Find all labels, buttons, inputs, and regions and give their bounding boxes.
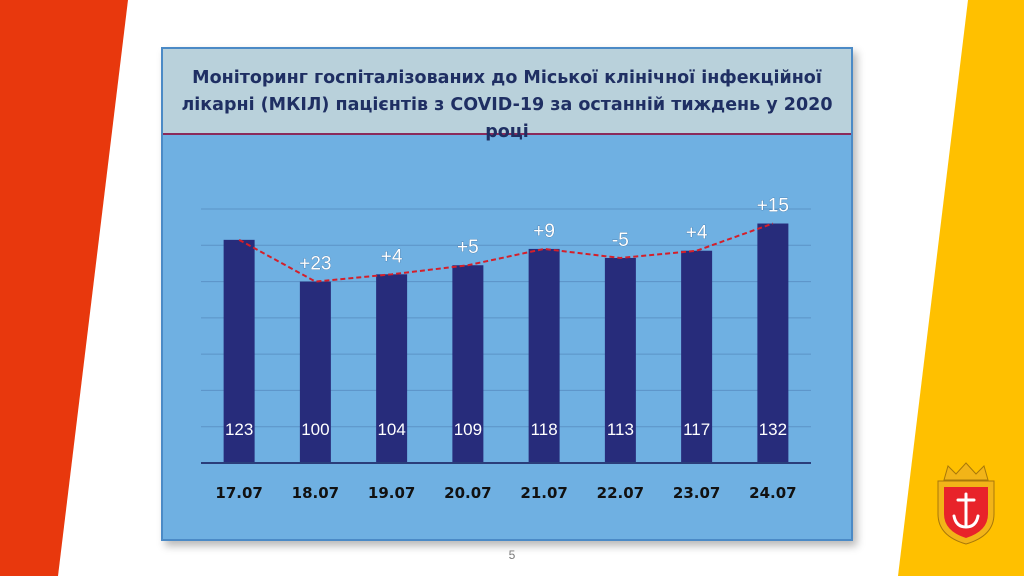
x-tick-label: 19.07 — [368, 484, 415, 502]
bar — [757, 223, 789, 463]
chart-title-line-1: Моніторинг госпіталізованих до Міської к… — [192, 68, 822, 88]
change-label: -5 — [612, 230, 629, 251]
bar — [528, 248, 560, 463]
x-tick-label: 23.07 — [673, 484, 720, 502]
chart-title: Моніторинг госпіталізованих до Міської к… — [163, 65, 851, 146]
data-label: 123 — [225, 420, 253, 439]
x-tick-label: 21.07 — [520, 484, 567, 502]
odesa-coat-of-arms-icon — [937, 462, 995, 545]
data-label: 109 — [454, 420, 482, 439]
bar — [376, 274, 408, 463]
bar-chart: 123 100 104 109 118 113 117 132 +23 +4 +5 +9 -5 +4 +15… — [201, 195, 811, 502]
left-red-stripe — [0, 0, 128, 576]
change-label: +9 — [533, 221, 555, 242]
anchor-icon — [952, 492, 980, 529]
bar — [223, 239, 255, 463]
data-label: 132 — [759, 420, 787, 439]
change-label: +5 — [457, 237, 479, 258]
emblem-crown — [943, 462, 989, 481]
bar — [299, 281, 331, 463]
page-number: 5 — [508, 548, 516, 562]
data-label: 117 — [683, 420, 710, 439]
title-band: Моніторинг госпіталізованих до Міської к… — [163, 49, 851, 142]
change-label: +4 — [381, 246, 403, 267]
change-label: +4 — [686, 223, 708, 244]
chart-panel: Моніторинг госпіталізованих до Міської к… — [161, 47, 853, 541]
x-tick-label: 18.07 — [292, 484, 339, 502]
chart-title-line-2: лікарні (МКІЛ) пацієнтів з COVID-19 за о… — [181, 95, 833, 142]
trend-line — [238, 222, 774, 283]
bar — [681, 250, 713, 463]
x-tick-label: 24.07 — [749, 484, 796, 502]
data-label: 118 — [531, 420, 558, 439]
data-label: 104 — [377, 420, 405, 439]
x-tick-label: 22.07 — [597, 484, 644, 502]
x-tick-label: 20.07 — [444, 484, 491, 502]
bar — [452, 265, 484, 463]
right-yellow-stripe — [898, 0, 1024, 576]
change-label: +15 — [757, 196, 789, 217]
x-tick-label: 17.07 — [215, 484, 262, 502]
data-label: 113 — [607, 420, 634, 439]
bar — [604, 257, 636, 463]
change-label: +23 — [299, 254, 331, 275]
data-label: 100 — [301, 420, 329, 439]
